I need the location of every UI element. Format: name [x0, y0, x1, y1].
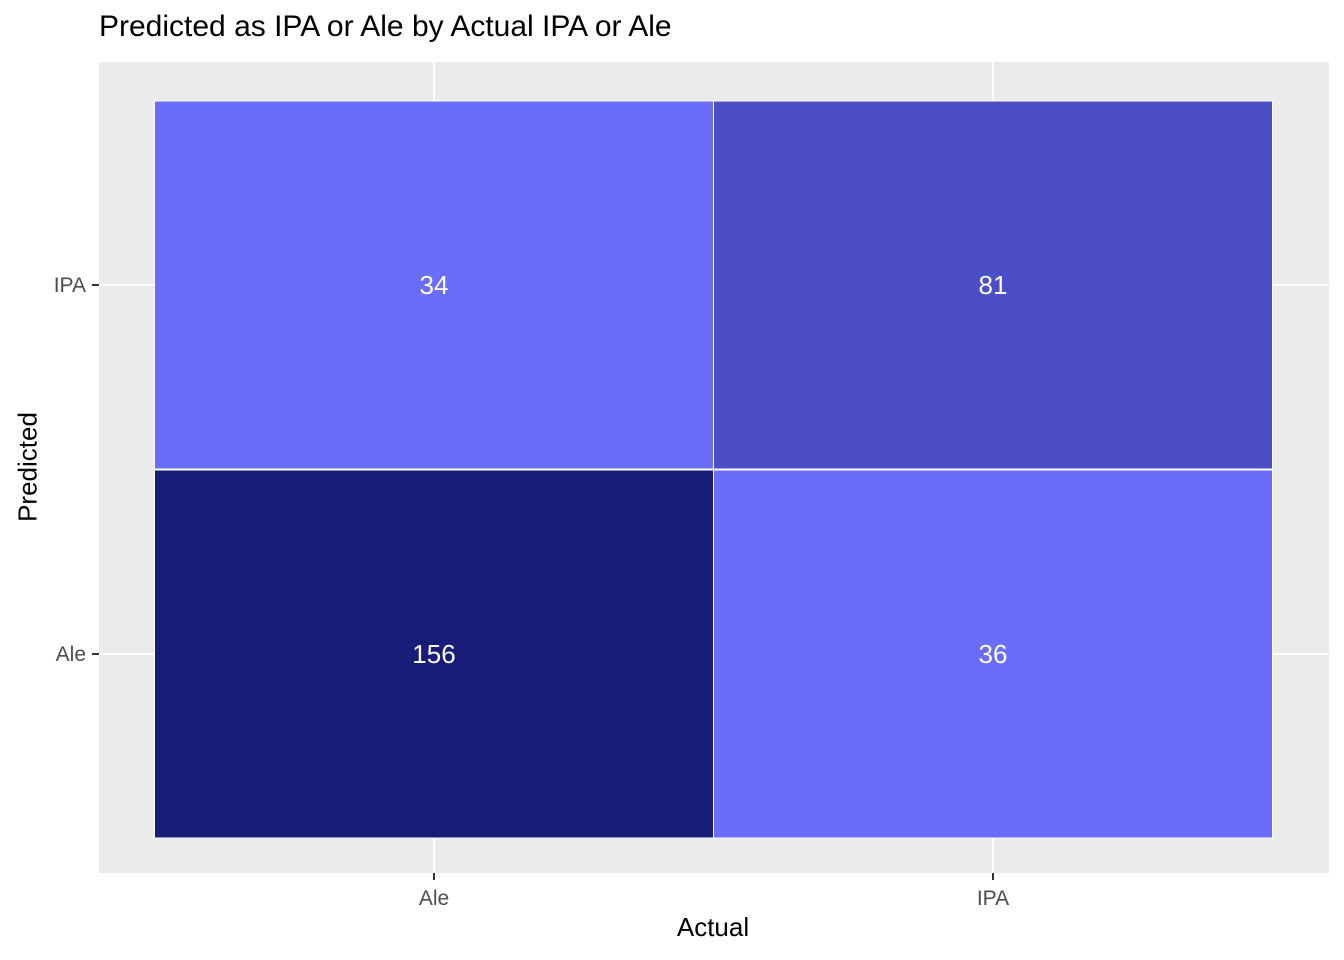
heatmap-tile-actual-ipa-predicted-ale — [713, 469, 1273, 839]
heatmap-tile-actual-ipa-predicted-ipa — [713, 100, 1273, 470]
tile-value-label-actual-ale-predicted-ale: 156 — [412, 639, 455, 669]
x-tick-label-ipa: IPA — [977, 887, 1009, 910]
x-tick-label-ale: Ale — [419, 887, 449, 910]
x-axis-title: Actual — [676, 912, 750, 942]
heatmap-tile-actual-ale-predicted-ipa — [154, 100, 714, 470]
y-axis-title: Predicted — [12, 412, 43, 522]
y-tick-label-ipa: IPA — [54, 274, 86, 297]
y-tick-label-ale: Ale — [56, 643, 86, 666]
chart-title: Predicted as IPA or Ale by Actual IPA or… — [99, 10, 672, 43]
heatmap-tile-actual-ale-predicted-ale — [154, 469, 714, 839]
tile-value-label-actual-ipa-predicted-ale: 36 — [979, 639, 1008, 669]
tile-value-label-actual-ipa-predicted-ipa: 81 — [979, 270, 1008, 300]
tile-value-label-actual-ale-predicted-ipa: 34 — [420, 270, 449, 300]
